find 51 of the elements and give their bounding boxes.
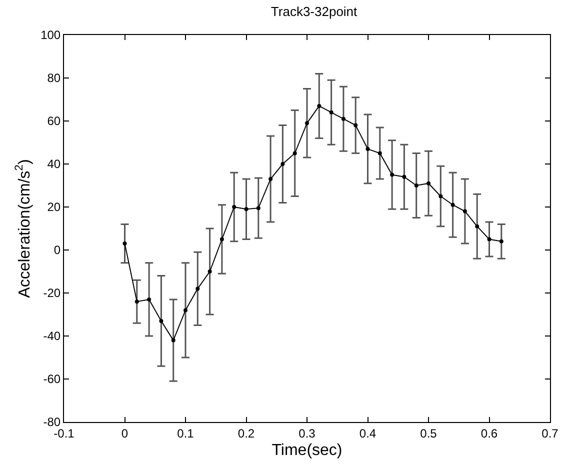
chart-title: Track3-32point (270, 4, 358, 20)
point (329, 110, 334, 114)
point (402, 174, 406, 179)
point (268, 177, 273, 182)
y-tick-label: 40 (47, 157, 61, 172)
point (184, 308, 188, 312)
point (366, 146, 370, 151)
point (280, 162, 285, 166)
point (256, 206, 260, 210)
y-tick-label: -60 (43, 372, 61, 386)
point (292, 151, 297, 156)
y-tick-label: -40 (43, 329, 61, 344)
point (450, 202, 455, 207)
point (438, 194, 443, 198)
point (122, 242, 127, 246)
x-tick-label: 0.6 (480, 426, 498, 440)
point (390, 172, 394, 177)
point (475, 224, 480, 228)
point (341, 116, 346, 121)
y-tick-label: 60 (47, 114, 61, 128)
point (232, 205, 236, 209)
point (487, 237, 492, 242)
point (220, 237, 224, 242)
point (462, 209, 467, 214)
y-tick-label: 100 (40, 28, 61, 42)
x-tick-label: 0 (121, 426, 128, 440)
x-tick-label: 0.7 (542, 426, 559, 440)
point (134, 300, 139, 304)
point (159, 318, 164, 323)
point (354, 123, 358, 128)
x-tick-label: 0.3 (298, 426, 316, 440)
point (171, 338, 176, 342)
y-tick-label: -20 (43, 286, 61, 300)
point (208, 270, 212, 274)
point (196, 286, 200, 291)
point (426, 181, 430, 186)
point (378, 151, 382, 156)
point (244, 207, 248, 212)
y-tick-label: 20 (47, 200, 61, 214)
point (317, 104, 322, 108)
point (499, 239, 504, 244)
x-axis-title: Time(sec) (272, 442, 342, 460)
x-tick-label: 0.1 (177, 426, 194, 440)
point (147, 297, 152, 302)
y-tick-label: 0 (54, 243, 61, 258)
x-tick-label: 0.2 (238, 426, 255, 440)
x-tick-label: 0.4 (359, 426, 376, 440)
point (414, 184, 418, 188)
point (305, 121, 309, 126)
x-tick-label: 0.5 (420, 426, 438, 440)
y-tick-label: 80 (47, 71, 61, 86)
